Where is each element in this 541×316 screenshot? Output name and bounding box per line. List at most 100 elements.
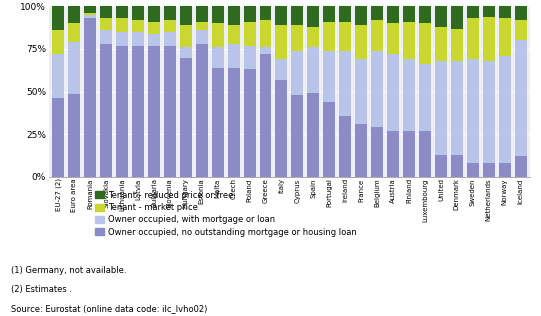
Bar [180,6,192,25]
Bar [355,124,367,177]
Bar [451,28,463,61]
Bar [116,32,128,46]
Bar [164,6,176,20]
Bar [435,27,447,61]
Bar [100,44,112,177]
Bar [148,46,160,177]
Bar [180,58,192,177]
Bar [84,15,96,18]
Bar [228,68,240,177]
Bar [371,51,383,127]
Bar [435,6,447,27]
Bar [116,18,128,32]
Bar [387,54,399,131]
Bar [212,47,223,68]
Bar [275,25,287,59]
Bar [451,155,463,177]
Bar [355,6,367,25]
Bar [387,6,399,23]
Bar [228,6,240,25]
Bar [260,6,272,20]
Bar [371,127,383,177]
Bar [228,25,240,44]
Bar [514,156,526,177]
Bar [419,131,431,177]
Bar [68,23,80,42]
Bar [403,6,415,22]
Bar [132,20,144,32]
Bar [164,32,176,46]
Bar [148,33,160,46]
Bar [419,64,431,131]
Bar [52,99,64,177]
Bar [451,61,463,155]
Bar [355,25,367,59]
Bar [212,6,223,23]
Bar [514,20,526,40]
Bar [467,163,479,177]
Bar [260,54,272,177]
Legend: Tenant - reduced price or free, Tenant - market price, Owner occupied, with mort: Tenant - reduced price or free, Tenant -… [92,187,360,240]
Bar [180,47,192,58]
Bar [292,25,304,51]
Bar [68,94,80,177]
Bar [483,163,494,177]
Bar [499,18,511,56]
Bar [514,6,526,20]
Bar [483,16,494,61]
Bar [467,59,479,163]
Bar [164,46,176,177]
Bar [467,6,479,18]
Bar [483,61,494,163]
Bar [196,6,208,22]
Bar [403,59,415,131]
Bar [100,30,112,44]
Bar [212,23,223,47]
Bar [212,68,223,177]
Bar [52,6,64,30]
Bar [419,6,431,23]
Bar [514,40,526,156]
Bar [148,6,160,22]
Bar [499,56,511,163]
Bar [499,163,511,177]
Bar [339,51,351,116]
Bar [84,18,96,177]
Bar [243,46,255,70]
Bar [243,22,255,46]
Text: (1) Germany, not available.: (1) Germany, not available. [11,266,126,275]
Text: (2) Estimates .: (2) Estimates . [11,285,72,294]
Bar [324,102,335,177]
Bar [275,80,287,177]
Bar [52,30,64,54]
Bar [483,6,494,16]
Bar [52,54,64,99]
Bar [387,23,399,54]
Bar [132,32,144,46]
Bar [307,47,319,93]
Bar [419,23,431,64]
Bar [275,6,287,25]
Bar [196,30,208,44]
Bar [339,116,351,177]
Bar [275,59,287,80]
Bar [435,155,447,177]
Bar [499,6,511,18]
Bar [371,6,383,20]
Bar [260,20,272,47]
Bar [164,20,176,32]
Bar [68,42,80,94]
Bar [243,70,255,177]
Bar [324,22,335,51]
Bar [307,93,319,177]
Bar [292,95,304,177]
Bar [84,6,96,13]
Bar [339,22,351,51]
Bar [324,6,335,22]
Bar [387,131,399,177]
Bar [243,6,255,22]
Bar [132,6,144,20]
Bar [403,131,415,177]
Bar [116,46,128,177]
Bar [467,18,479,59]
